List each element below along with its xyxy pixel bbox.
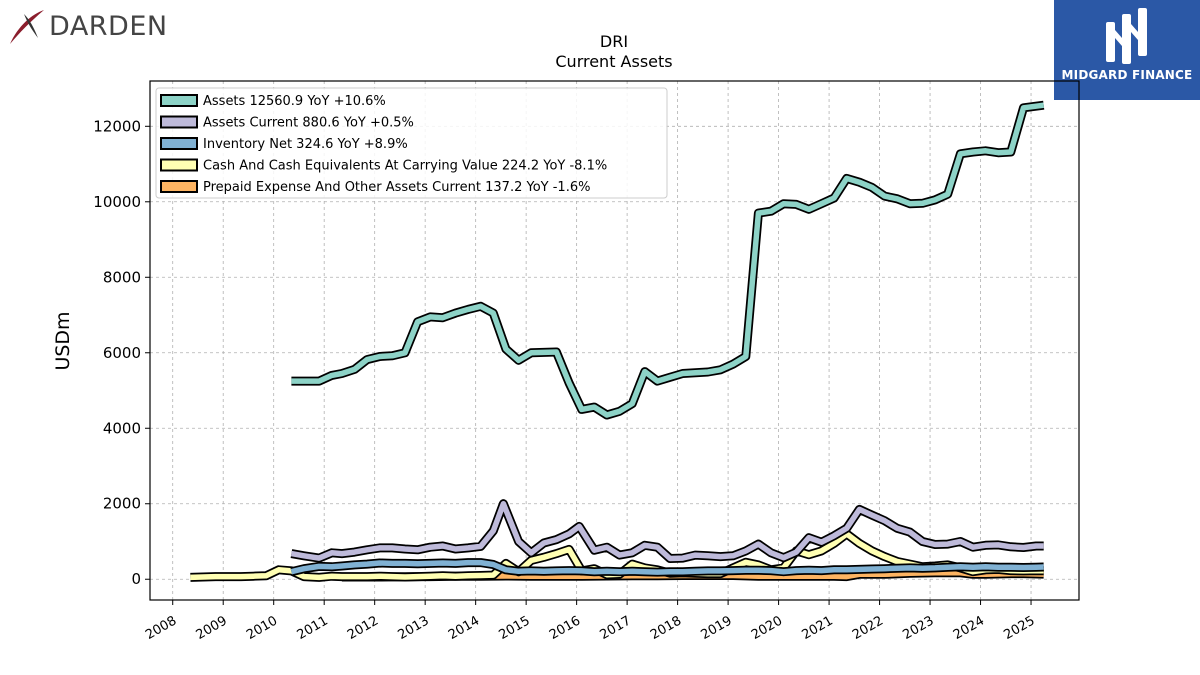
series-inventory-net — [290, 558, 1044, 577]
series-assets-current — [290, 499, 1044, 563]
x-tick-label: 2014 — [446, 613, 482, 643]
legend-swatch — [160, 180, 198, 193]
darden-logo: DARDEN — [4, 4, 168, 48]
legend-entry: Cash And Cash Equivalents At Carrying Va… — [203, 159, 607, 174]
legend-swatch — [160, 137, 198, 150]
x-tick-label: 2015 — [497, 613, 533, 643]
y-tick-label: 12000 — [93, 117, 141, 135]
legend-swatch — [160, 94, 198, 107]
darden-swoosh-icon — [10, 10, 44, 44]
x-tick-label: 2018 — [648, 613, 684, 643]
midgard-monogram-icon — [1106, 8, 1147, 64]
legend-box — [155, 87, 668, 199]
series-assets — [291, 100, 1045, 420]
x-tick-label: 2025 — [1001, 613, 1037, 643]
series-line — [290, 559, 1044, 575]
y-tick-label: 4000 — [103, 419, 141, 437]
legend-entry: Prepaid Expense And Other Assets Current… — [203, 180, 590, 195]
legend-entry: Inventory Net 324.6 YoY +8.9% — [203, 137, 408, 152]
x-tick-label: 2022 — [850, 613, 886, 643]
y-tick-label: 6000 — [103, 344, 141, 362]
legend-swatch — [160, 158, 198, 172]
plot-frame — [149, 80, 1080, 601]
y-tick-label: 8000 — [103, 268, 141, 286]
x-tick-label: 2013 — [396, 613, 432, 643]
y-axis-label: USDm — [52, 311, 74, 370]
legend: Assets 12560.9 YoY +10.6% Assets Current … — [155, 87, 668, 199]
x-tick-label: 2019 — [698, 613, 734, 643]
x-tick-label: 2017 — [597, 613, 633, 643]
y-tick-label: 2000 — [103, 495, 141, 513]
series-line — [291, 102, 1045, 418]
x-tick-label: 2012 — [345, 613, 381, 643]
x-tick-label: 2016 — [547, 613, 583, 643]
midgard-finance-logo: MIDGARD FINANCE — [1054, 0, 1200, 100]
y-tick-label: 0 — [131, 570, 141, 588]
x-tick-label: 2023 — [900, 613, 936, 643]
legend-entry: Assets Current 880.6 YoY +0.5% — [203, 116, 414, 131]
midgard-logo-text: MIDGARD FINANCE — [1061, 68, 1193, 82]
x-tick-label: 2010 — [244, 613, 280, 643]
chart-subtitle: Current Assets — [555, 52, 672, 71]
series-line — [290, 500, 1044, 562]
x-tick-label: 2020 — [749, 613, 785, 643]
chart-title: DRI — [600, 32, 628, 51]
x-tick-label: 2008 — [143, 613, 179, 643]
x-tick-label: 2011 — [295, 613, 331, 643]
y-tick-label: 10000 — [93, 193, 141, 211]
x-tick-label: 2021 — [799, 613, 835, 643]
x-tick-label: 2009 — [194, 613, 230, 643]
darden-logo-text: DARDEN — [49, 10, 168, 42]
x-tick-label: 2024 — [951, 613, 987, 643]
legend-entry: Assets 12560.9 YoY +10.6% — [203, 94, 386, 109]
legend-swatch — [160, 115, 198, 129]
